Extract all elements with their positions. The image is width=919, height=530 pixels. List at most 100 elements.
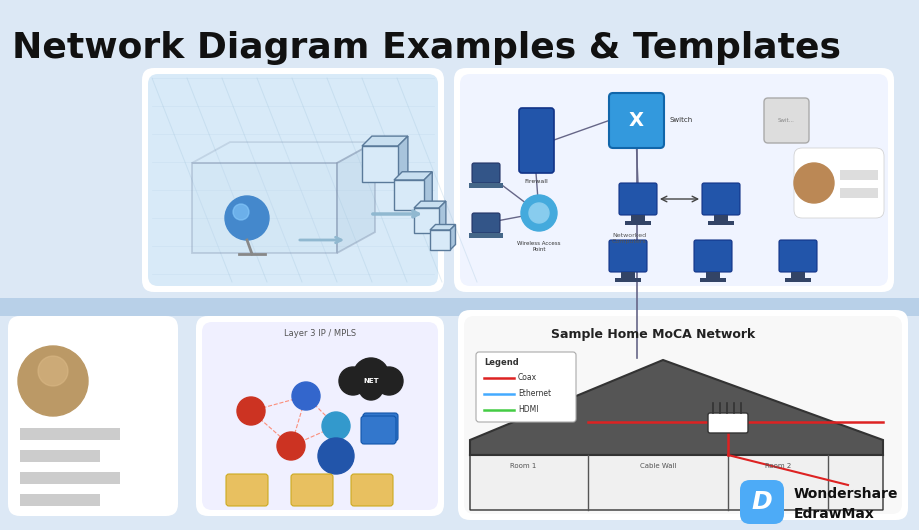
Polygon shape xyxy=(439,201,446,233)
Bar xyxy=(615,278,641,282)
Polygon shape xyxy=(398,136,408,182)
Circle shape xyxy=(225,196,269,240)
Text: Sample Home MoCA Network: Sample Home MoCA Network xyxy=(550,328,755,341)
Polygon shape xyxy=(394,180,424,210)
Circle shape xyxy=(353,358,389,394)
FancyBboxPatch shape xyxy=(361,416,396,444)
Bar xyxy=(0,298,919,316)
FancyBboxPatch shape xyxy=(202,322,438,510)
Circle shape xyxy=(322,412,350,440)
Text: X: X xyxy=(629,111,644,130)
FancyBboxPatch shape xyxy=(363,413,398,441)
FancyBboxPatch shape xyxy=(8,316,178,516)
Bar xyxy=(791,272,805,278)
Text: Room 1: Room 1 xyxy=(510,463,536,469)
Text: HDMI: HDMI xyxy=(518,405,539,414)
Circle shape xyxy=(18,346,88,416)
FancyBboxPatch shape xyxy=(470,455,883,510)
FancyBboxPatch shape xyxy=(351,474,393,506)
Circle shape xyxy=(375,367,403,395)
FancyBboxPatch shape xyxy=(458,310,908,520)
FancyBboxPatch shape xyxy=(708,413,748,433)
Bar xyxy=(631,215,645,221)
Text: NET: NET xyxy=(363,378,379,384)
Polygon shape xyxy=(470,360,883,455)
Circle shape xyxy=(233,204,249,220)
Text: Swit...: Swit... xyxy=(777,118,794,122)
Bar xyxy=(840,188,878,198)
FancyBboxPatch shape xyxy=(609,93,664,148)
Text: Room 2: Room 2 xyxy=(765,463,791,469)
FancyBboxPatch shape xyxy=(619,183,657,215)
Bar xyxy=(708,221,734,225)
Polygon shape xyxy=(362,146,398,182)
Polygon shape xyxy=(414,208,439,233)
Text: Ethernet: Ethernet xyxy=(518,390,551,399)
Polygon shape xyxy=(362,136,408,146)
FancyBboxPatch shape xyxy=(702,183,740,215)
Bar xyxy=(706,272,720,278)
Polygon shape xyxy=(430,230,450,250)
Circle shape xyxy=(529,203,549,223)
Bar xyxy=(20,494,100,506)
Text: Networked
Computers: Networked Computers xyxy=(612,233,646,244)
Circle shape xyxy=(521,195,557,231)
Polygon shape xyxy=(430,225,456,230)
Polygon shape xyxy=(450,225,456,250)
FancyBboxPatch shape xyxy=(519,108,554,173)
FancyBboxPatch shape xyxy=(454,68,894,292)
Bar xyxy=(625,221,651,225)
Circle shape xyxy=(277,432,305,460)
FancyBboxPatch shape xyxy=(460,74,888,286)
Polygon shape xyxy=(192,142,375,163)
FancyBboxPatch shape xyxy=(794,148,884,218)
Bar xyxy=(700,278,726,282)
Bar xyxy=(621,272,635,278)
Polygon shape xyxy=(424,172,432,210)
Text: Switch: Switch xyxy=(669,118,692,123)
Polygon shape xyxy=(192,163,337,253)
Bar xyxy=(840,170,878,180)
Circle shape xyxy=(794,163,834,203)
Circle shape xyxy=(359,376,383,400)
Bar xyxy=(469,233,503,238)
Bar xyxy=(20,428,120,440)
FancyBboxPatch shape xyxy=(196,316,444,516)
FancyBboxPatch shape xyxy=(694,240,732,272)
Polygon shape xyxy=(414,201,446,208)
FancyBboxPatch shape xyxy=(226,474,268,506)
Bar xyxy=(20,472,120,484)
FancyBboxPatch shape xyxy=(476,352,576,422)
Polygon shape xyxy=(394,172,432,180)
Text: Cable Wall: Cable Wall xyxy=(640,463,676,469)
FancyBboxPatch shape xyxy=(472,213,500,233)
Bar xyxy=(714,215,728,221)
Text: D: D xyxy=(752,490,772,514)
Circle shape xyxy=(38,356,68,386)
FancyBboxPatch shape xyxy=(472,163,500,183)
Text: EdrawMax: EdrawMax xyxy=(794,507,875,521)
FancyBboxPatch shape xyxy=(291,474,333,506)
Text: Legend: Legend xyxy=(484,358,518,367)
Text: Layer 3 IP / MPLS: Layer 3 IP / MPLS xyxy=(284,329,356,338)
FancyBboxPatch shape xyxy=(148,74,438,286)
FancyBboxPatch shape xyxy=(142,68,444,292)
FancyBboxPatch shape xyxy=(764,98,809,143)
Bar xyxy=(469,183,503,188)
FancyBboxPatch shape xyxy=(779,240,817,272)
Circle shape xyxy=(318,438,354,474)
Text: Wondershare: Wondershare xyxy=(794,487,899,501)
Text: Network Diagram Examples & Templates: Network Diagram Examples & Templates xyxy=(12,31,841,65)
Polygon shape xyxy=(337,142,375,253)
Text: Coax: Coax xyxy=(518,374,537,383)
Bar xyxy=(20,450,100,462)
Circle shape xyxy=(237,397,265,425)
FancyBboxPatch shape xyxy=(464,316,902,514)
Text: Firewall: Firewall xyxy=(524,179,548,184)
FancyBboxPatch shape xyxy=(740,480,784,524)
Text: Wireless Access
Point: Wireless Access Point xyxy=(517,241,561,252)
Circle shape xyxy=(292,382,320,410)
FancyBboxPatch shape xyxy=(609,240,647,272)
Circle shape xyxy=(339,367,367,395)
Bar xyxy=(785,278,811,282)
